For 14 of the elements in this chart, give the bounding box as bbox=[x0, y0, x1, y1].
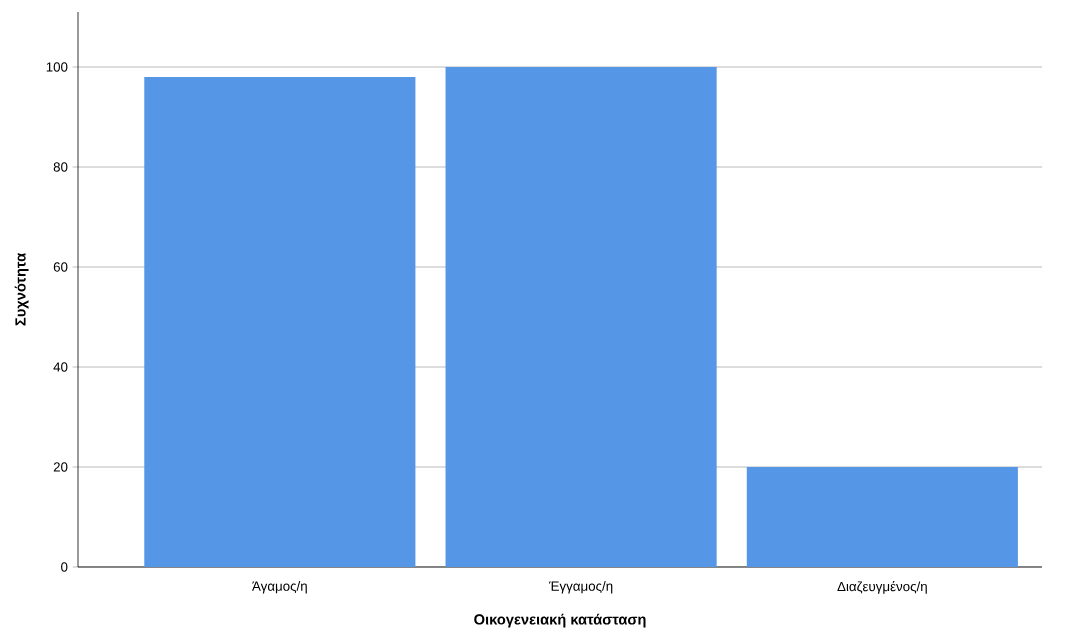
bar bbox=[445, 67, 717, 567]
x-axis-title: Οικογενειακή κατάσταση bbox=[474, 613, 646, 628]
y-axis-title: Συχνότητα bbox=[14, 253, 29, 326]
bar bbox=[746, 467, 1018, 567]
x-tick-label: Διαζευγμένος/η bbox=[837, 581, 927, 594]
x-tick-label: Άγαμος/η bbox=[252, 581, 307, 594]
y-tick-label: 80 bbox=[53, 162, 68, 172]
y-tick-label: 100 bbox=[46, 62, 68, 72]
y-tick-label: 20 bbox=[53, 462, 68, 472]
bar bbox=[144, 76, 416, 567]
x-tick-label: Έγγαμος/η bbox=[548, 581, 613, 594]
y-tick-label: 40 bbox=[53, 362, 68, 372]
y-tick-label: 0 bbox=[61, 562, 68, 572]
y-tick-label: 60 bbox=[53, 262, 68, 272]
